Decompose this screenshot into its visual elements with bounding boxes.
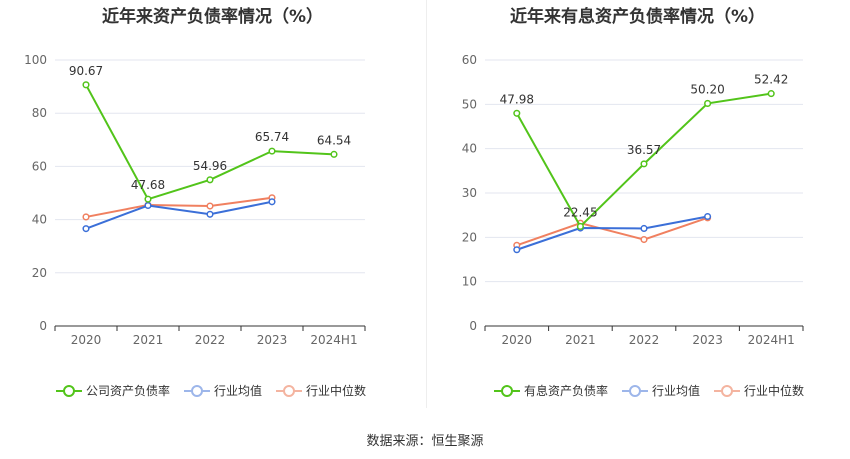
data-label: 22.45 [563,205,597,219]
legend-label: 行业中位数 [306,384,367,398]
y-tick-label: 80 [32,106,47,120]
debt-ratio-chart: 0 20 40 60 80 100 2020 2021 2022 2023 2024H1 90.67 4… [24,53,366,347]
data-point [640,160,648,168]
x-tick-label: 2021 [133,333,164,347]
data-point [82,213,90,221]
legend-label: 行业均值 [214,384,263,398]
data-label: 54.96 [193,159,227,173]
x-tick-label: 2023 [257,333,288,347]
data-label: 64.54 [317,133,351,147]
x-tick-label: 2022 [629,333,660,347]
legend-swatch-blue [622,384,649,397]
data-source-note: 数据来源：恒生聚源 [366,434,484,449]
debt-ratio-legend: 公司资产负债率 行业均值 行业中位数 [56,382,366,399]
legend-item-industry-median[interactable]: 行业中位数 [714,382,804,399]
legend-label: 行业均值 [652,384,701,398]
chart-divider [426,0,427,408]
y-tick-label: 100 [24,53,47,67]
data-label: 52.42 [754,73,788,87]
interest-debt-ratio-chart: 0 10 20 30 40 50 60 2020 2021 2022 2023 2024H1 47.98… [462,53,804,347]
data-label: 50.20 [690,82,724,96]
data-point [640,236,648,244]
legend-label: 公司资产负债率 [86,384,171,398]
y-tick-label: 60 [462,53,477,67]
data-point [576,222,584,231]
data-point [268,198,276,206]
series-line [85,200,273,230]
data-label: 47.98 [500,92,534,106]
data-point [513,109,521,117]
data-label: 65.74 [255,130,289,144]
legend-swatch-green [494,384,520,397]
series-line [516,215,708,251]
x-tick-label: 2020 [502,333,533,347]
data-point [330,150,338,158]
y-tick-label: 20 [462,230,477,244]
legend-item-industry-average[interactable]: 行业均值 [184,382,262,399]
legend-swatch-blue [184,384,211,397]
y-tick-label: 60 [32,159,47,173]
data-point [82,225,90,233]
series-line [516,216,708,247]
data-point [144,201,152,210]
y-tick-label: 20 [32,266,47,280]
data-point [268,147,276,155]
x-tick-label: 2021 [565,333,596,347]
data-point [206,210,214,218]
x-tick-label: 2020 [71,333,102,347]
y-tick-label: 40 [462,142,477,156]
legend-item-company[interactable]: 公司资产负债率 [56,382,170,399]
y-tick-label: 50 [462,97,477,111]
y-tick-label: 10 [462,275,477,289]
chart-title-debt-ratio: 近年来资产负债率情况（%） [101,7,324,27]
legend-label: 行业中位数 [744,384,805,398]
data-point [82,81,90,89]
y-tick-label: 0 [39,319,47,333]
legend-item-industry-average[interactable]: 行业均值 [622,382,700,399]
data-point [144,195,152,203]
data-point [206,202,214,210]
x-tick-label: 2024H1 [310,333,357,347]
x-tick-label: 2023 [692,333,723,347]
data-point [704,212,712,221]
data-point [767,90,775,98]
interest-debt-ratio-legend: 有息资产负债率 行业均值 行业中位数 [494,382,804,399]
legend-label: 有息资产负债率 [524,384,609,398]
data-label: 47.68 [131,178,165,192]
series-line [85,196,273,218]
data-point [513,246,521,254]
legend-swatch-orange [714,384,741,397]
legend-swatch-green [56,384,82,397]
data-point [206,176,214,184]
y-tick-label: 30 [462,186,477,200]
data-label: 36.57 [627,143,661,157]
legend-item-interest-company[interactable]: 有息资产负债率 [494,382,608,399]
y-tick-label: 40 [32,213,47,227]
x-tick-label: 2022 [195,333,226,347]
data-point [640,224,648,233]
x-tick-label: 2024H1 [748,333,795,347]
legend-swatch-orange [276,384,303,397]
data-point [704,99,712,107]
legend-item-industry-median[interactable]: 行业中位数 [276,382,366,399]
y-tick-label: 0 [469,319,477,333]
series-line [515,92,772,229]
chart-title-interest-debt-ratio: 近年来有息资产负债率情况（%） [509,7,766,27]
data-label: 90.67 [69,64,103,78]
